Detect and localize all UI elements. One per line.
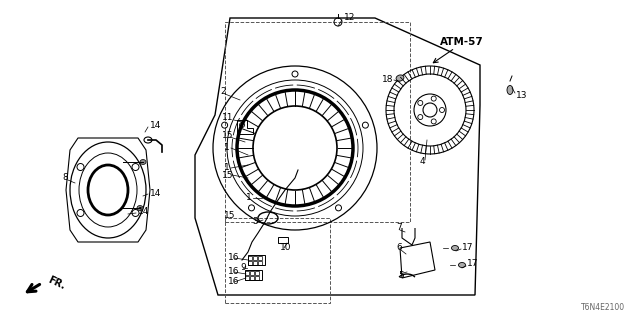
Ellipse shape (458, 262, 465, 268)
Ellipse shape (507, 85, 513, 94)
Text: 15: 15 (222, 171, 234, 180)
Bar (225, 22, 410, 222)
Text: 9: 9 (240, 263, 246, 273)
Bar (248, 256, 252, 260)
Text: 3: 3 (252, 218, 258, 227)
Text: 8: 8 (62, 173, 68, 182)
Text: ATM-57: ATM-57 (440, 37, 484, 47)
Text: 6: 6 (396, 244, 402, 252)
Bar (255, 271, 259, 275)
Ellipse shape (140, 159, 146, 164)
Bar (245, 276, 249, 280)
Text: 14: 14 (138, 207, 149, 217)
Text: 17: 17 (462, 243, 474, 252)
Text: T6N4E2100: T6N4E2100 (581, 303, 625, 312)
Text: 1: 1 (224, 164, 230, 172)
Text: 14: 14 (150, 121, 161, 130)
Text: 16: 16 (228, 277, 239, 286)
Text: 10: 10 (280, 243, 291, 252)
Text: 16: 16 (228, 253, 239, 262)
Text: 12: 12 (344, 13, 355, 22)
Text: FR.: FR. (46, 275, 67, 291)
Text: 1: 1 (224, 143, 230, 153)
Text: 15: 15 (224, 211, 236, 220)
Bar (248, 261, 252, 265)
Text: 14: 14 (150, 188, 161, 197)
Ellipse shape (396, 75, 404, 81)
Bar (225, 218, 330, 303)
Bar (250, 271, 254, 275)
Bar (255, 276, 259, 280)
Text: 5: 5 (398, 270, 404, 279)
Text: 11: 11 (222, 114, 234, 123)
Text: 17: 17 (467, 260, 479, 268)
Text: 1: 1 (246, 194, 252, 203)
Text: 16: 16 (228, 268, 239, 276)
Ellipse shape (451, 245, 458, 251)
Bar (253, 256, 257, 260)
Ellipse shape (137, 205, 143, 211)
Bar (258, 256, 262, 260)
Text: 7: 7 (396, 223, 402, 233)
Text: 2: 2 (220, 87, 226, 97)
Text: 15: 15 (222, 131, 234, 140)
Bar (245, 271, 249, 275)
Text: 13: 13 (516, 91, 527, 100)
Bar (253, 261, 257, 265)
Text: 18: 18 (382, 76, 394, 84)
Bar (258, 261, 262, 265)
Text: 4: 4 (420, 157, 426, 166)
Bar (250, 276, 254, 280)
Bar (278, 237, 288, 243)
